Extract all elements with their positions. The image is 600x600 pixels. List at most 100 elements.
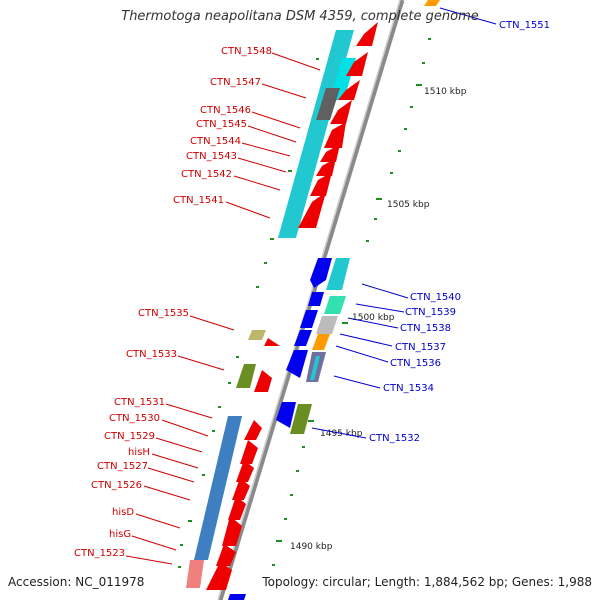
leader-line bbox=[241, 142, 291, 157]
gene-ctn-1537[interactable] bbox=[294, 330, 312, 346]
gc-track-amber bbox=[424, 0, 440, 6]
tick bbox=[188, 520, 192, 522]
gene-label[interactable]: CTN_1526 bbox=[91, 480, 142, 491]
gene-label[interactable]: CTN_1542 bbox=[181, 169, 232, 180]
gene-ctn-1529[interactable] bbox=[236, 460, 254, 482]
gene-label[interactable]: CTN_1540 bbox=[410, 292, 461, 303]
gene-label[interactable]: CTN_1544 bbox=[190, 136, 241, 147]
gene-ctn-1538[interactable] bbox=[300, 310, 318, 328]
gene-ctn-1546[interactable] bbox=[330, 100, 352, 124]
gene-ctn-1540[interactable] bbox=[310, 258, 332, 288]
gene-ctn-1545[interactable] bbox=[324, 122, 346, 148]
gene-label[interactable]: CTN_1529 bbox=[104, 431, 155, 442]
scale-label-1495: 1495 kbp bbox=[320, 429, 363, 439]
scale-label-1490: 1490 kbp bbox=[290, 542, 333, 552]
gene-olive-1[interactable] bbox=[236, 364, 256, 388]
gene-label[interactable]: CTN_1532 bbox=[369, 433, 420, 444]
gene-label[interactable]: CTN_1541 bbox=[173, 195, 224, 206]
leader-line bbox=[261, 83, 307, 99]
tick bbox=[390, 172, 393, 174]
tick bbox=[212, 430, 215, 432]
gene-ctn-1548[interactable] bbox=[346, 52, 368, 76]
leader-line bbox=[439, 7, 497, 25]
gene-label[interactable]: CTN_1535 bbox=[138, 308, 189, 319]
gene-label[interactable]: CTN_1539 bbox=[405, 307, 456, 318]
gene-ctn-1531[interactable] bbox=[244, 420, 262, 440]
gene-label[interactable]: CTN_1546 bbox=[200, 105, 251, 116]
gene-ctn-1526[interactable] bbox=[222, 516, 242, 546]
gene-label[interactable]: CTN_1536 bbox=[390, 358, 441, 369]
gene-label[interactable]: hisD bbox=[112, 507, 134, 518]
gene-label[interactable]: CTN_1530 bbox=[109, 413, 160, 424]
leader-line bbox=[151, 453, 199, 469]
gene-ctn-1549[interactable] bbox=[356, 22, 378, 46]
genome-backbone-highlight bbox=[217, 0, 401, 600]
gene-label[interactable]: CTN_1531 bbox=[114, 397, 165, 408]
gene-ctn-1532[interactable] bbox=[276, 402, 296, 428]
tick bbox=[284, 518, 287, 520]
gene-ctn-1538-paired[interactable] bbox=[316, 316, 338, 334]
gene-label[interactable]: CTN_1548 bbox=[221, 46, 272, 57]
gene-label[interactable]: hisG bbox=[109, 529, 131, 540]
leader-line bbox=[135, 513, 181, 529]
gene-label[interactable]: CTN_1538 bbox=[400, 323, 451, 334]
gene-ctn-1539-paired[interactable] bbox=[324, 296, 346, 314]
gene-label[interactable]: hisH bbox=[128, 447, 150, 458]
gene-bottom[interactable] bbox=[228, 594, 246, 600]
gc-track-pink bbox=[186, 560, 204, 588]
gene-ctn-1542[interactable] bbox=[310, 172, 332, 196]
tick bbox=[288, 170, 292, 172]
forward-genes bbox=[206, 22, 378, 590]
gene-label[interactable]: CTN_1533 bbox=[126, 349, 177, 360]
gene-ctn-1533[interactable] bbox=[254, 370, 272, 392]
gene-ctn-1540-paired[interactable] bbox=[326, 258, 350, 290]
gene-label[interactable]: CTN_1534 bbox=[383, 383, 434, 394]
tick bbox=[180, 544, 183, 546]
gene-ctn-1547[interactable] bbox=[338, 80, 360, 100]
gene-ctn-1534-stripe[interactable] bbox=[310, 356, 320, 380]
leader-line bbox=[189, 315, 235, 331]
tick bbox=[236, 356, 239, 358]
gene-ctn-1544[interactable] bbox=[320, 144, 340, 162]
gene-label[interactable]: CTN_1543 bbox=[186, 151, 237, 162]
gene-label[interactable]: CTN_1545 bbox=[196, 119, 247, 130]
leader-line bbox=[147, 467, 195, 483]
gene-ctn-1536[interactable] bbox=[286, 350, 308, 378]
tick bbox=[308, 420, 314, 422]
tick bbox=[302, 446, 305, 448]
leader-line bbox=[131, 535, 177, 551]
gene-hisd[interactable] bbox=[216, 544, 236, 566]
scale-label-1505: 1505 kbp bbox=[387, 200, 430, 210]
gene-label[interactable]: CTN_1547 bbox=[210, 77, 261, 88]
accession-label: Accession: NC_011978 bbox=[8, 575, 145, 589]
leader-line bbox=[143, 485, 191, 501]
gene-label[interactable]: CTN_1551 bbox=[499, 20, 550, 31]
leader-line bbox=[333, 375, 381, 389]
right-gene-labels: CTN_1551 CTN_1540 CTN_1539 CTN_1538 CTN_… bbox=[369, 20, 550, 444]
tick bbox=[398, 150, 401, 152]
gene-ctn-1539[interactable] bbox=[308, 292, 324, 306]
tick bbox=[256, 286, 259, 288]
gene-khaki-1[interactable] bbox=[248, 330, 266, 340]
gene-ctn-1532-paired[interactable] bbox=[290, 404, 312, 434]
gene-ctn-1527[interactable] bbox=[228, 496, 246, 520]
scale-label-1500: 1500 kbp bbox=[352, 313, 395, 323]
gene-ctn-1530[interactable] bbox=[240, 440, 258, 464]
gene-label[interactable]: CTN_1523 bbox=[74, 548, 125, 559]
leader-line bbox=[125, 555, 173, 565]
gene-hisg[interactable] bbox=[206, 562, 232, 590]
gene-ctn-1541[interactable] bbox=[298, 192, 326, 228]
gene-ctn-1535[interactable] bbox=[264, 338, 280, 346]
gc-track-upper bbox=[278, 30, 354, 238]
gene-ctn-1543[interactable] bbox=[316, 158, 336, 176]
gene-label[interactable]: CTN_1527 bbox=[97, 461, 148, 472]
gene-label[interactable]: CTN_1537 bbox=[395, 342, 446, 353]
leader-line bbox=[177, 355, 225, 371]
leader-line bbox=[355, 303, 405, 313]
gene-hish[interactable] bbox=[232, 478, 250, 500]
leader-line bbox=[165, 403, 213, 419]
gene-ctn-1537-paired[interactable] bbox=[312, 334, 330, 350]
left-gene-labels: CTN_1548 CTN_1547 CTN_1546 CTN_1545 CTN_… bbox=[74, 46, 272, 559]
tick bbox=[296, 470, 299, 472]
